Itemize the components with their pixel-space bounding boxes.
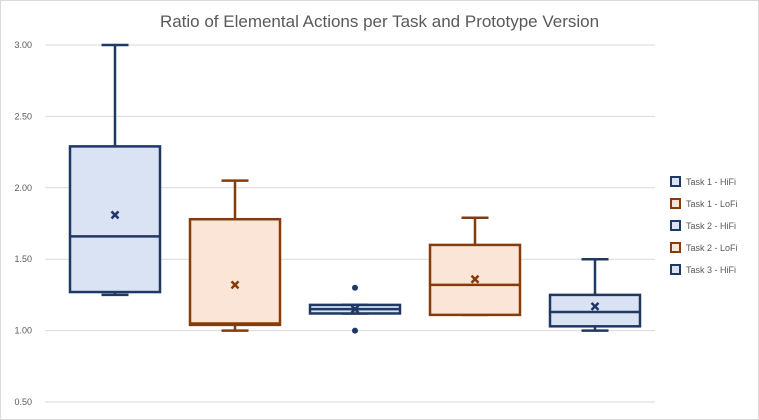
legend-label: Task 2 - HiFi [686, 221, 736, 231]
box-4 [428, 216, 522, 317]
legend-label: Task 1 - LoFi [686, 199, 738, 209]
iqr-box [68, 145, 162, 294]
legend-item: Task 2 - HiFi [670, 220, 736, 231]
legend-item: Task 1 - LoFi [670, 198, 738, 209]
mean-marker [590, 301, 600, 311]
legend-label: Task 2 - LoFi [686, 243, 738, 253]
mean-marker [110, 210, 120, 220]
y-tick-label: 1.50 [14, 254, 32, 264]
gridlines [45, 44, 655, 403]
legend-swatch [670, 264, 681, 275]
mean-marker [470, 274, 480, 284]
mean-marker [350, 304, 360, 314]
outlier-point [352, 284, 358, 291]
box-2 [188, 179, 282, 332]
legend-swatch [670, 176, 681, 187]
legend-swatch [670, 242, 681, 253]
legend-swatch [670, 198, 681, 209]
box-1 [68, 43, 162, 297]
legend-label: Task 1 - HiFi [686, 177, 736, 187]
y-tick-label: 0.50 [14, 397, 32, 407]
chart-title: Ratio of Elemental Actions per Task and … [159, 12, 600, 31]
legend-item: Task 3 - HiFi [670, 264, 736, 275]
legend: Task 1 - HiFi Task 1 - LoFi Task 2 - HiFi T… [670, 176, 738, 275]
outlier-point [352, 327, 358, 334]
y-tick-label: 2.00 [14, 183, 32, 193]
y-tick-label: 2.50 [14, 111, 32, 121]
legend-item: Task 2 - LoFi [670, 242, 738, 253]
legend-item: Task 1 - HiFi [670, 176, 736, 187]
box-3 [308, 284, 402, 334]
legend-swatch [670, 220, 681, 231]
y-axis: 0.50 1.00 1.50 2.00 2.50 3.00 [14, 40, 32, 407]
plot-area [68, 43, 642, 334]
y-tick-label: 1.00 [14, 326, 32, 336]
y-tick-label: 3.00 [14, 40, 32, 50]
iqr-box [188, 217, 282, 327]
mean-marker [230, 280, 240, 290]
box-5 [548, 257, 642, 332]
legend-label: Task 3 - HiFi [686, 265, 736, 275]
iqr-box [548, 293, 642, 328]
